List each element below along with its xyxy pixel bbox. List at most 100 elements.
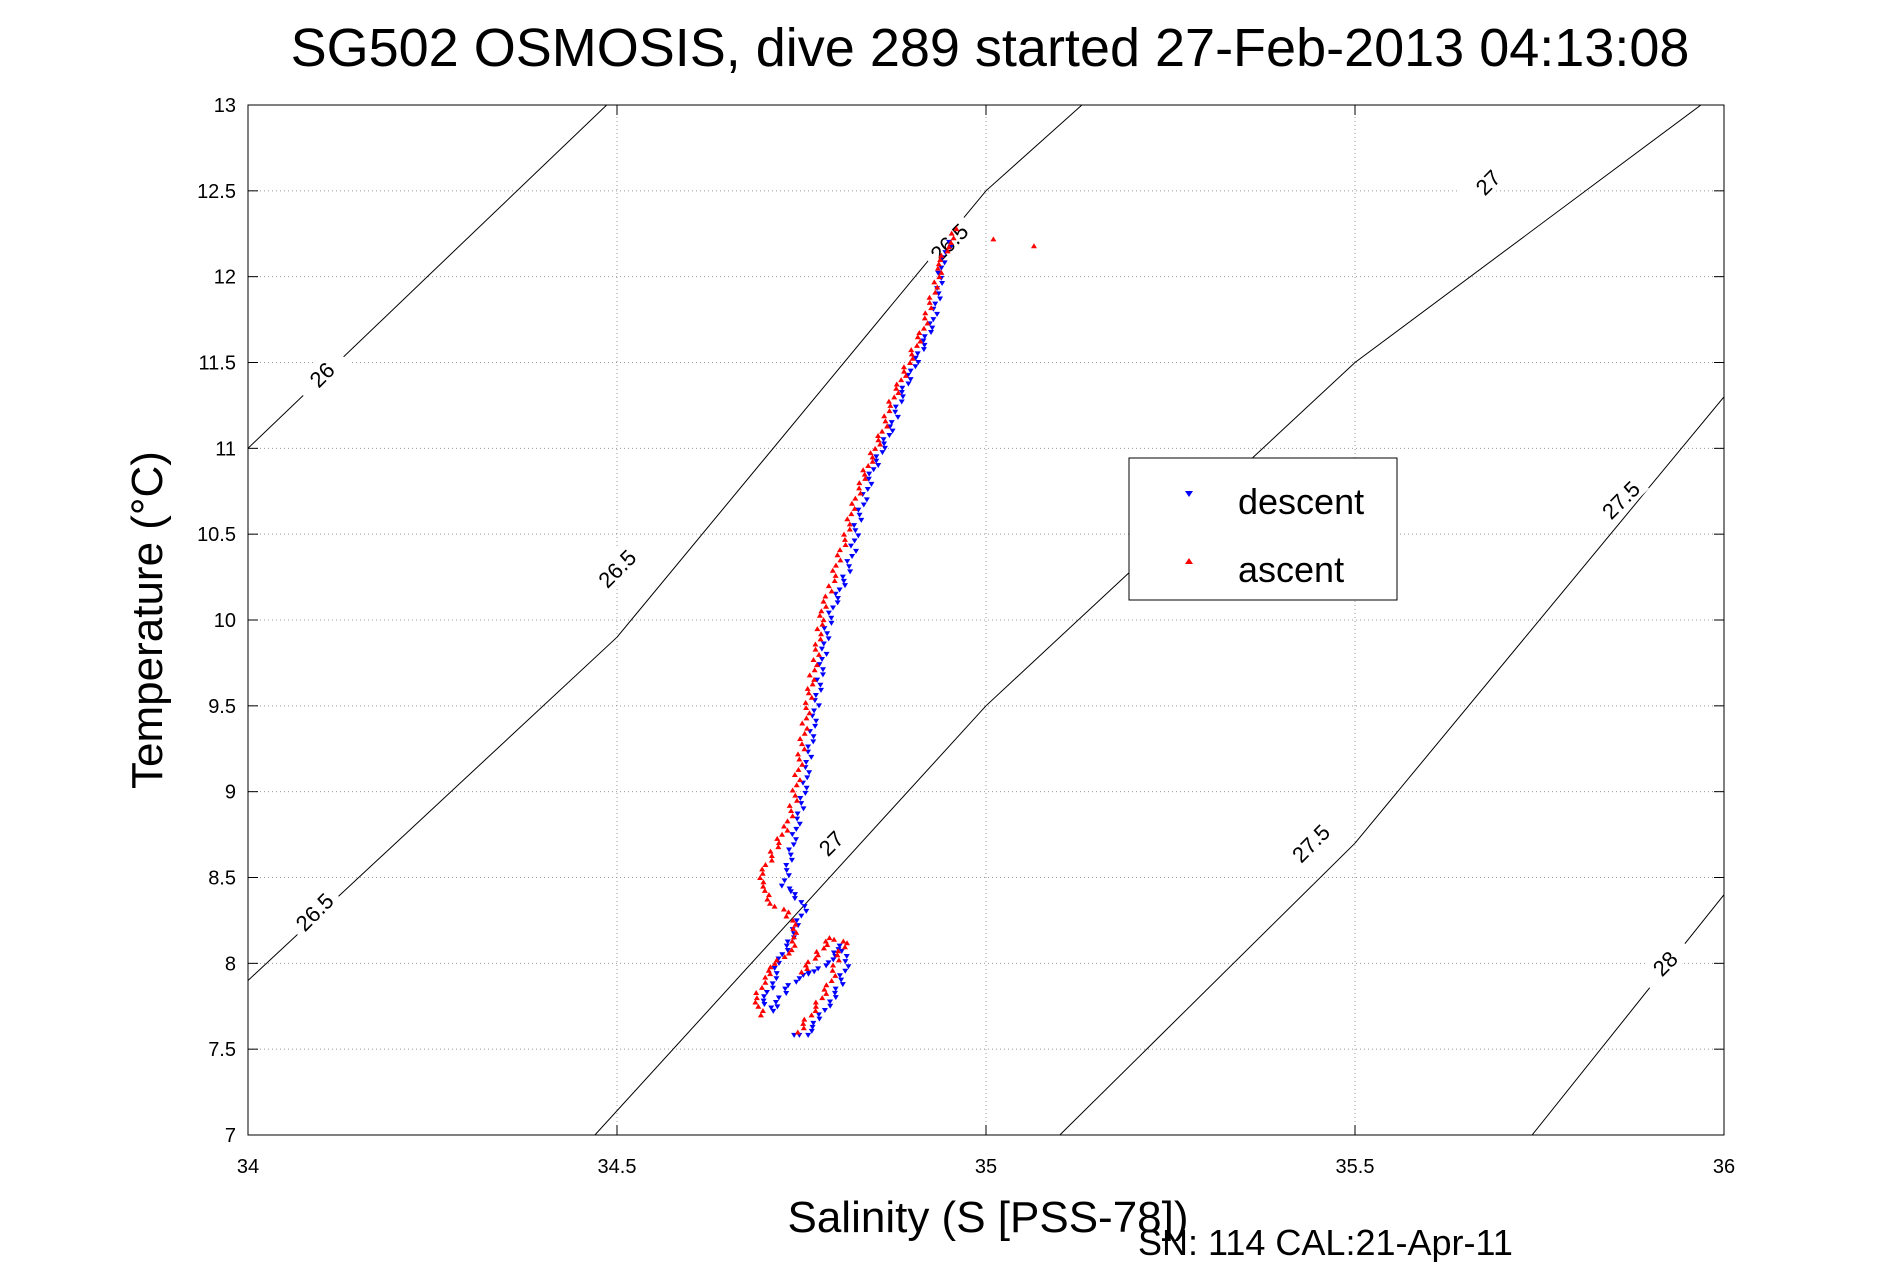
data-point-ascent xyxy=(893,385,900,391)
data-point-ascent xyxy=(801,1016,808,1022)
data-point-ascent xyxy=(835,957,842,963)
data-point-ascent xyxy=(945,244,952,250)
data-point-ascent xyxy=(775,839,782,845)
data-point-ascent xyxy=(935,261,942,267)
data-point-ascent xyxy=(771,903,778,909)
data-point-descent xyxy=(805,1032,812,1038)
data-point-descent xyxy=(810,1020,817,1026)
data-point-descent xyxy=(819,672,826,678)
data-point-ascent xyxy=(789,938,796,944)
data-point-ascent xyxy=(913,342,920,348)
data-point-descent xyxy=(773,971,780,977)
data-point-ascent xyxy=(934,284,941,290)
data-point-ascent xyxy=(815,952,822,958)
data-point-ascent xyxy=(802,962,809,968)
data-point-ascent xyxy=(886,408,893,414)
data-point-ascent xyxy=(872,445,879,451)
legend-label-descent: descent xyxy=(1238,481,1364,522)
data-point-descent xyxy=(761,994,768,1000)
data-point-descent xyxy=(805,970,812,976)
data-point-ascent xyxy=(757,875,764,880)
data-point-descent xyxy=(818,646,825,652)
contour-label-bg xyxy=(1590,470,1649,529)
x-tick-label: 36 xyxy=(1713,1156,1735,1178)
data-point-ascent xyxy=(815,651,822,657)
data-point-ascent xyxy=(938,269,945,275)
data-point-descent xyxy=(889,428,896,434)
data-point-descent xyxy=(769,981,776,987)
data-point-ascent xyxy=(816,612,823,618)
chart-title: SG502 OSMOSIS, dive 289 started 27-Feb-2… xyxy=(291,18,1690,78)
data-point-ascent xyxy=(922,310,929,316)
data-point-ascent xyxy=(832,562,839,568)
data-point-descent xyxy=(865,476,872,482)
data-point-ascent xyxy=(798,741,805,747)
data-point-ascent xyxy=(831,936,838,942)
data-point-ascent xyxy=(790,934,797,940)
data-point-descent xyxy=(810,739,817,745)
data-point-descent xyxy=(821,626,828,632)
data-point-descent xyxy=(899,394,906,400)
data-point-ascent xyxy=(773,957,780,963)
data-point-descent xyxy=(921,334,928,340)
y-tick-label: 12.5 xyxy=(197,181,236,203)
data-point-descent xyxy=(816,1016,823,1022)
legend-label-ascent: ascent xyxy=(1238,549,1344,590)
data-point-descent xyxy=(907,368,914,374)
y-tick-label: 8.5 xyxy=(208,868,236,890)
data-point-ascent xyxy=(875,437,882,443)
data-point-descent xyxy=(914,351,921,357)
data-point-descent xyxy=(830,950,837,956)
data-point-descent xyxy=(886,432,893,438)
data-point-ascent xyxy=(820,617,827,623)
data-point-ascent xyxy=(768,857,775,863)
data-point-ascent xyxy=(817,636,824,642)
data-point-ascent xyxy=(806,672,813,678)
data-point-descent xyxy=(793,826,800,832)
data-point-ascent xyxy=(805,690,812,696)
data-point-descent xyxy=(773,976,780,982)
data-point-descent xyxy=(772,999,779,1005)
y-tick-label: 13 xyxy=(214,95,236,117)
data-point-ascent xyxy=(818,608,825,614)
data-point-ascent xyxy=(862,475,869,481)
data-point-ascent xyxy=(766,900,773,906)
data-point-ascent xyxy=(900,364,907,370)
data-point-ascent xyxy=(848,511,855,517)
data-point-ascent xyxy=(881,413,888,419)
data-point-ascent xyxy=(804,965,811,971)
data-point-descent xyxy=(774,1004,781,1010)
data-point-ascent xyxy=(806,710,813,716)
data-point-ascent xyxy=(823,990,830,996)
x-tick-label: 35.5 xyxy=(1336,1156,1375,1178)
data-point-ascent xyxy=(861,471,868,477)
data-point-ascent xyxy=(809,681,816,687)
data-point-ascent xyxy=(812,999,819,1005)
data-point-descent xyxy=(827,1003,834,1009)
data-point-descent xyxy=(832,995,839,1001)
data-point-ascent xyxy=(851,505,858,511)
data-point-ascent xyxy=(908,351,915,357)
data-point-descent xyxy=(825,960,832,966)
data-point-descent xyxy=(840,578,847,584)
y-tick-label: 9.5 xyxy=(208,696,236,718)
data-point-ascent xyxy=(823,982,830,988)
data-point-ascent xyxy=(753,995,760,1001)
data-point-ascent xyxy=(808,1012,815,1018)
data-point-descent xyxy=(832,986,839,992)
data-point-ascent xyxy=(835,948,842,954)
data-point-descent xyxy=(791,896,798,902)
data-point-ascent xyxy=(819,621,826,627)
data-point-ascent xyxy=(909,355,916,361)
data-point-ascent xyxy=(936,274,943,280)
x-tick-label: 34 xyxy=(237,1156,259,1178)
data-point-descent xyxy=(775,995,782,1001)
data-point-ascent xyxy=(891,394,898,400)
y-axis: 7 7.5 8 8.5 9 9.5 10 10.5 11 11.5 12 12.5 13 xyxy=(197,95,1724,1147)
data-point-descent xyxy=(829,605,836,611)
y-tick-label: 8 xyxy=(225,953,236,975)
data-point-ascent xyxy=(938,252,945,258)
data-point-descent xyxy=(855,533,862,539)
data-point-descent xyxy=(818,687,825,693)
data-point-descent xyxy=(794,811,801,817)
